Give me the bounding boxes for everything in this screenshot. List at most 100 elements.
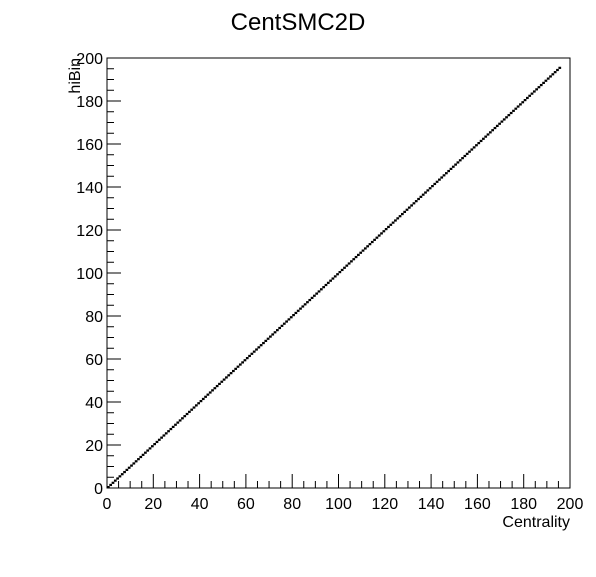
scatter-point: [414, 200, 418, 203]
scatter-point: [495, 124, 499, 127]
scatter-point: [308, 298, 312, 302]
scatter-point: [238, 363, 242, 366]
scatter-point: [512, 109, 515, 112]
scatter-point: [472, 146, 476, 149]
scatter-point: [329, 279, 332, 282]
scatter-point: [190, 408, 194, 411]
scatter-point: [220, 380, 224, 383]
scatter-point: [468, 150, 471, 153]
scatter-point: [262, 341, 265, 345]
scatter-point: [236, 365, 240, 368]
scatter-point: [208, 391, 212, 394]
scatter-point: [537, 86, 541, 89]
scatter-point: [118, 475, 122, 478]
y-tick-label: 40: [85, 395, 103, 412]
scatter-point: [484, 135, 488, 138]
scatter-point: [176, 421, 180, 424]
scatter-point: [146, 449, 150, 452]
x-axis-tick-labels: 0 20 40 60 80 100 120 140 160 180 200: [103, 496, 584, 513]
scatter-point: [558, 66, 562, 69]
scatter-point: [252, 350, 256, 353]
scatter-point: [299, 307, 302, 310]
y-tick-label: 200: [76, 51, 103, 68]
scatter-point: [123, 470, 126, 474]
scatter-point: [139, 455, 143, 459]
scatter-point: [204, 395, 207, 398]
scatter-point: [507, 114, 511, 117]
x-tick-label: 200: [557, 496, 584, 513]
scatter-point: [107, 486, 110, 489]
scatter-point: [215, 384, 219, 388]
scatter-point: [377, 234, 381, 237]
y-tick-label: 20: [85, 438, 103, 455]
scatter-point: [391, 221, 395, 224]
scatter-point: [396, 217, 400, 220]
scatter-point: [222, 378, 226, 381]
scatter-point: [137, 458, 140, 461]
scatter-point: [306, 301, 309, 304]
scatter-point: [109, 483, 113, 487]
scatter-point: [227, 374, 231, 377]
scatter-point: [269, 335, 272, 338]
scatter-point: [539, 83, 543, 87]
scatter-point: [498, 122, 501, 125]
scatter-point: [419, 195, 423, 198]
y-tick-label: 140: [76, 180, 103, 197]
x-tick-label: 180: [510, 496, 537, 513]
scatter-point: [206, 393, 210, 396]
scatter-point: [185, 412, 189, 416]
scatter-point: [201, 397, 205, 401]
scatter-point: [232, 369, 235, 373]
y-axis-ticks: [107, 57, 121, 489]
y-axis-tick-labels: 0 20 40 60 80 100 120 140 160 180 200: [76, 51, 103, 498]
scatter-point: [229, 372, 233, 375]
scatter-point: [421, 193, 425, 196]
scatter-point: [111, 481, 115, 484]
scatter-point: [475, 144, 478, 147]
scatter-point: [245, 357, 249, 360]
scatter-point: [384, 228, 388, 231]
scatter-points: [107, 66, 562, 489]
scatter-point: [333, 275, 337, 278]
scatter-point: [546, 77, 550, 80]
scatter-point: [174, 423, 177, 426]
scatter-point: [509, 111, 513, 115]
scatter-point: [387, 225, 390, 229]
scatter-point: [405, 208, 409, 211]
scatter-point: [157, 438, 161, 441]
scatter-point: [398, 215, 402, 218]
scatter-point: [403, 210, 407, 213]
x-tick-label: 120: [371, 496, 398, 513]
scatter-point: [120, 473, 124, 476]
scatter-point: [310, 296, 314, 299]
scatter-point: [213, 387, 217, 390]
y-tick-label: 120: [76, 223, 103, 240]
scatter-point: [350, 260, 353, 263]
x-tick-label: 140: [418, 496, 445, 513]
scatter-point: [523, 99, 527, 102]
scatter-point: [347, 262, 351, 265]
scatter-point: [282, 322, 286, 325]
scatter-point: [134, 460, 138, 463]
scatter-point: [401, 212, 404, 216]
scatter-point: [479, 139, 483, 143]
scatter-point: [532, 90, 536, 93]
scatter-point: [317, 290, 321, 293]
scatter-point: [463, 154, 467, 158]
scatter-point: [218, 382, 221, 385]
scatter-point: [294, 311, 298, 315]
scatter-point: [336, 273, 339, 276]
scatter-point: [153, 443, 157, 446]
scatter-point: [482, 137, 485, 140]
chart-title: CentSMC2D: [231, 9, 366, 36]
scatter-point: [266, 337, 270, 340]
scatter-point: [343, 266, 346, 269]
scatter-point: [502, 118, 506, 121]
x-tick-label: 40: [191, 496, 209, 513]
scatter-point: [144, 451, 147, 454]
scatter-point: [470, 148, 474, 151]
scatter-point: [248, 354, 251, 358]
y-axis-label: hiBin: [67, 58, 84, 94]
